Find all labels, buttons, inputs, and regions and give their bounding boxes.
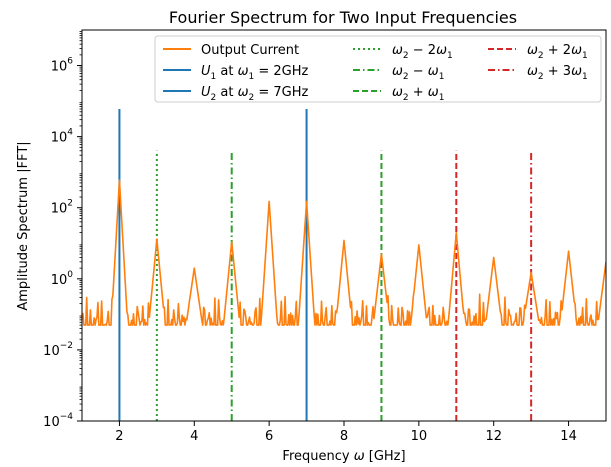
y-tick-label: 104 (51, 128, 74, 146)
x-axis-label: Frequency ω [GHz] (282, 449, 405, 464)
legend-label-w2-plus-3w1: ω2 + 3ω1 (527, 64, 588, 82)
legend-label-u1: U1 at ω1 = 2GHz (201, 64, 308, 82)
legend-label-w2-minus-2w1: ω2 − 2ω1 (392, 43, 453, 61)
legend-label-u2: U2 at ω2 = 7GHz (201, 85, 308, 103)
x-tick-label: 6 (265, 429, 273, 444)
legend: Output Current U1 at ω1 = 2GHz U2 at ω2 … (154, 35, 602, 103)
y-tick-label: 106 (51, 57, 74, 75)
x-tick-label: 14 (560, 429, 577, 444)
legend-label-w2-plus-w1: ω2 + ω1 (392, 85, 444, 103)
legend-label-w2-minus-w1: ω2 − ω1 (392, 64, 444, 82)
x-tick-label: 2 (115, 429, 123, 444)
y-tick-label: 102 (51, 199, 73, 217)
y-tick-label: 10−4 (43, 412, 73, 430)
x-tick-label: 8 (340, 429, 348, 444)
x-tick-label: 12 (485, 429, 502, 444)
y-tick-label: 100 (51, 270, 74, 288)
axes-frame (81, 29, 607, 422)
legend-label-output-current: Output Current (201, 43, 299, 58)
x-tick-label: 4 (190, 429, 198, 444)
y-axis-label: Amplitude Spectrum |FFT| (16, 141, 31, 310)
legend-label-w2-plus-2w1: ω2 + 2ω1 (527, 43, 588, 61)
output-current-line (82, 179, 606, 326)
axis-ticks: 2 4 6 8 10 12 14 10−4 10−2 100 102 104 106 (43, 31, 577, 444)
y-tick-label: 10−2 (43, 341, 73, 359)
chart-title: Fourier Spectrum for Two Input Frequenci… (169, 8, 517, 27)
plot-area (82, 108, 606, 421)
x-tick-label: 10 (411, 429, 428, 444)
